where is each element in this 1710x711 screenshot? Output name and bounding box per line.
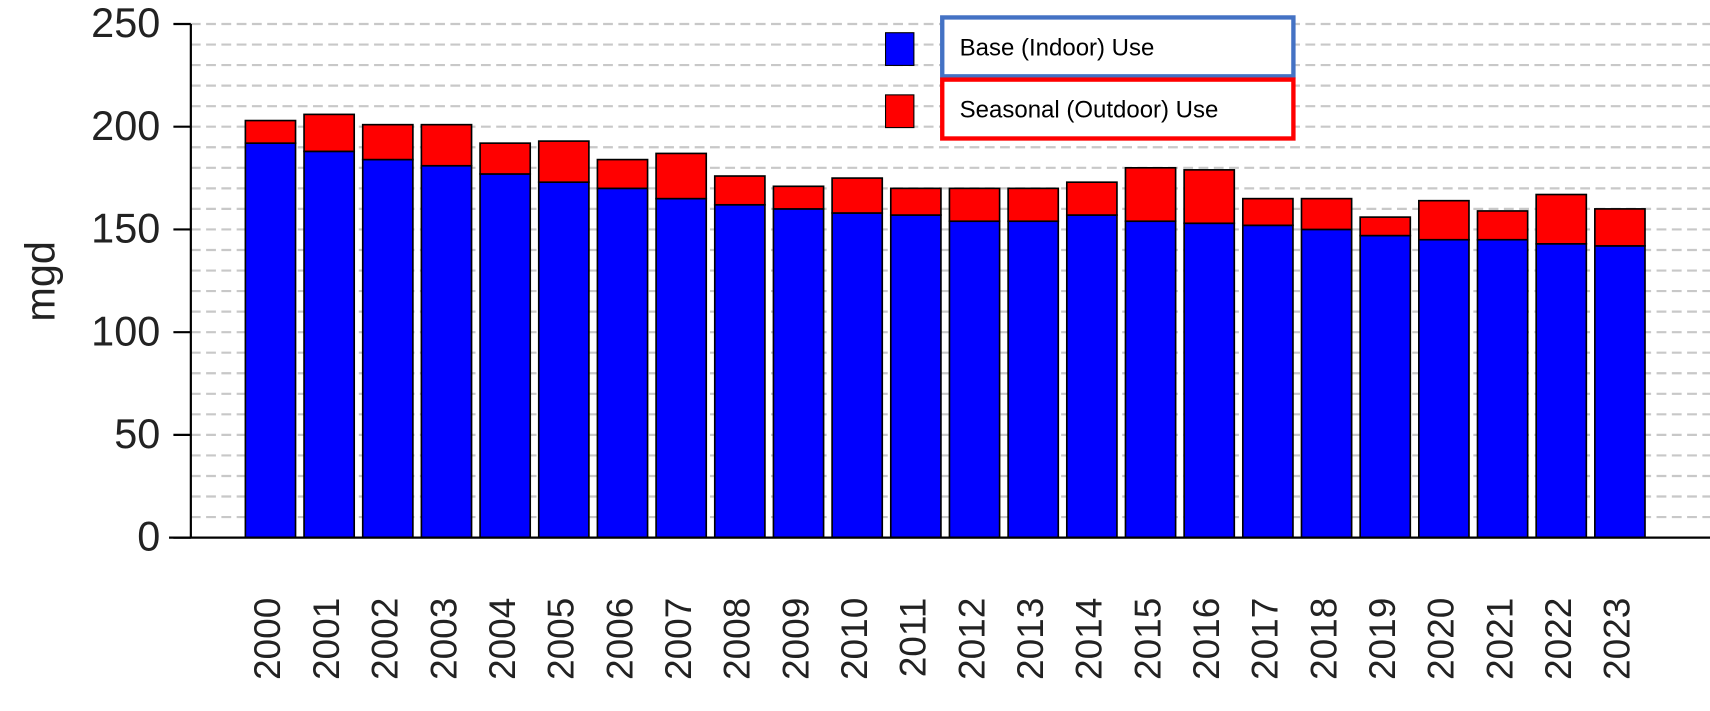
bar-segment [655, 152, 708, 200]
bar-segment [1418, 238, 1470, 539]
x-tick-label: 2018 [1302, 598, 1344, 680]
x-tick-label: 2003 [422, 598, 464, 680]
legend-label: Seasonal (Outdoor) Use [960, 97, 1219, 124]
x-tick-label: 2012 [950, 598, 992, 680]
bar-segment [479, 142, 532, 175]
x-tick-label: 2014 [1068, 598, 1110, 680]
bar-segment [596, 158, 649, 190]
bar-segment [303, 113, 356, 153]
bar-segment [948, 187, 1001, 223]
x-tick-label: 2016 [1185, 598, 1227, 680]
bar-segment [1183, 169, 1236, 225]
bar-segment [1124, 166, 1177, 223]
x-tick-label: 2020 [1420, 598, 1462, 680]
y-tick-label: 200 [91, 102, 160, 149]
y-tick-label: 50 [114, 410, 160, 457]
x-tick-label: 2019 [1361, 598, 1403, 680]
bar-segment [1535, 193, 1588, 245]
legend-swatch [884, 32, 915, 66]
x-tick-label: 2004 [481, 598, 523, 680]
x-tick-label: 2000 [246, 598, 288, 680]
bar-segment [361, 123, 414, 161]
bar-segment [772, 185, 825, 210]
bar-segment [948, 220, 1001, 539]
bar-segment [1476, 210, 1529, 241]
bar-segment [479, 173, 532, 539]
y-tick-label: 250 [91, 0, 160, 46]
bar-segment [420, 123, 473, 167]
bar-segment [244, 119, 297, 144]
x-tick-label: 2002 [364, 598, 406, 680]
bar-segment [1300, 197, 1353, 231]
x-tick-label: 2017 [1244, 598, 1286, 680]
bar-segment [1007, 220, 1060, 539]
bar-segment [1594, 208, 1646, 247]
bar-segment [596, 187, 649, 539]
x-tick-label: 2006 [598, 598, 640, 680]
bar-segment [1065, 214, 1118, 539]
x-tick-label: 2011 [892, 598, 934, 678]
bar-segment [889, 187, 942, 216]
y-axis-label: mgd [17, 241, 64, 322]
bar-segment [1065, 181, 1118, 216]
bar-segment [1300, 228, 1353, 539]
bar-segment [713, 175, 766, 206]
x-tick-label: 2007 [657, 598, 699, 680]
bar-segment [420, 164, 473, 539]
bar-segment [889, 214, 942, 539]
bar-segment [1241, 197, 1294, 227]
bar-segment [1124, 220, 1177, 539]
bar-segment [1535, 243, 1588, 539]
bar-segment [772, 208, 825, 539]
x-tick-label: 2009 [774, 598, 816, 680]
bar-segment [1359, 216, 1412, 237]
bar-segment [1007, 187, 1060, 223]
x-tick-label: 2001 [305, 598, 347, 680]
bar-segment [537, 140, 590, 184]
bar-segment [537, 181, 590, 539]
bar-segment [1594, 245, 1646, 539]
x-tick-label: 2008 [716, 598, 758, 680]
bar-segment [1183, 222, 1236, 539]
bar-segment [713, 203, 766, 539]
x-tick-label: 2013 [1009, 598, 1051, 680]
y-tick-label: 150 [91, 205, 160, 252]
bar-segment [1418, 199, 1470, 241]
bar-segment [831, 177, 884, 214]
bar-segment [244, 142, 297, 539]
x-tick-label: 2010 [833, 598, 875, 680]
bar-segment [1241, 224, 1294, 539]
x-tick-label: 2021 [1478, 598, 1520, 680]
y-tick-label: 0 [137, 513, 160, 560]
x-tick-label: 2022 [1537, 598, 1579, 680]
bar-segment [655, 197, 708, 539]
bar-segment [1359, 234, 1412, 539]
legend-swatch [884, 94, 915, 129]
legend-box [940, 77, 1296, 141]
bar-segment [303, 150, 356, 539]
bar-segment [361, 158, 414, 539]
x-tick-label: 2023 [1596, 598, 1638, 680]
legend-box [940, 15, 1296, 79]
x-tick-label: 2015 [1126, 598, 1168, 680]
bar-segment [1476, 238, 1529, 539]
bar-segment [831, 212, 884, 539]
y-tick-label: 100 [91, 307, 160, 354]
legend-label: Base (Indoor) Use [960, 34, 1155, 61]
x-tick-label: 2005 [540, 598, 582, 680]
